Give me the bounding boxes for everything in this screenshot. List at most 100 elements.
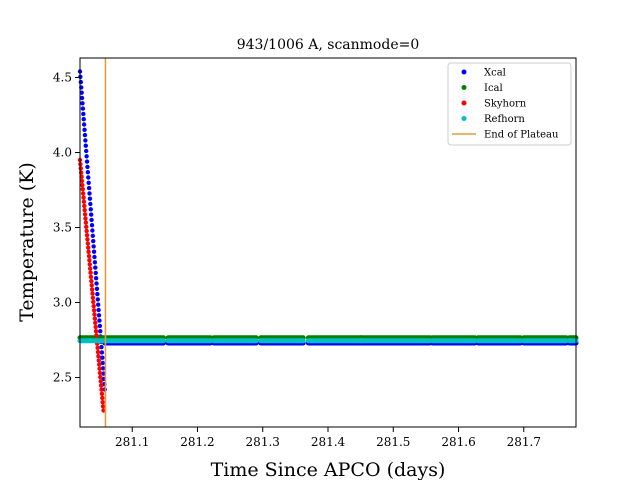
- data-point-skyhorn: [88, 270, 93, 275]
- data-point-xcal: [85, 170, 91, 175]
- data-point-skyhorn: [82, 212, 88, 217]
- data-point-skyhorn: [85, 237, 90, 242]
- data-point-skyhorn: [100, 404, 106, 409]
- data-point-skyhorn: [80, 187, 85, 192]
- data-point-xcal: [80, 101, 85, 106]
- data-point-xcal: [88, 207, 93, 212]
- data-point-skyhorn: [87, 262, 92, 267]
- data-point-skyhorn: [84, 232, 90, 238]
- data-point-skyhorn: [91, 299, 96, 305]
- data-point-xcal: [91, 249, 97, 254]
- data-point-skyhorn: [89, 283, 94, 288]
- data-point-skyhorn: [97, 366, 102, 371]
- data-point-skyhorn: [97, 370, 103, 376]
- data-point-skyhorn: [90, 291, 95, 296]
- data-point-xcal: [84, 148, 89, 154]
- y-tick-label: 3.0: [53, 296, 72, 310]
- y-tick-label: 2.5: [53, 371, 72, 385]
- data-point-xcal: [81, 122, 87, 127]
- legend-marker-refhorn: [461, 116, 467, 121]
- data-point-xcal: [84, 159, 90, 164]
- data-point-xcal: [100, 360, 105, 366]
- x-axis-ticks: 281.1 281.2 281.3 281.4 281.5 281.6 281.7: [115, 427, 541, 449]
- legend-marker-ical: [461, 85, 467, 90]
- data-point-xcal: [86, 180, 91, 185]
- legend-marker-xcal: [461, 69, 467, 75]
- data-point-xcal: [96, 313, 102, 318]
- data-point-xcal: [99, 350, 105, 355]
- data-point-xcal: [93, 276, 99, 281]
- data-point-skyhorn: [91, 303, 96, 309]
- data-point-skyhorn: [92, 316, 98, 321]
- data-point-xcal: [86, 175, 91, 180]
- data-point-skyhorn: [81, 195, 86, 200]
- data-point-xcal: [89, 217, 94, 223]
- data-point-skyhorn: [83, 216, 88, 221]
- data-point-skyhorn: [90, 295, 96, 300]
- data-point-xcal: [79, 90, 84, 95]
- data-point-skyhorn: [80, 191, 86, 196]
- data-point-skyhorn: [86, 245, 91, 250]
- data-point-skyhorn: [98, 383, 104, 388]
- data-point-xcal: [93, 265, 98, 270]
- data-point-xcal: [91, 244, 96, 249]
- data-point-skyhorn: [80, 182, 85, 188]
- data-point-skyhorn: [86, 253, 92, 259]
- x-axis-label: Time Since APCO (days): [211, 459, 446, 480]
- data-point-skyhorn: [99, 387, 104, 392]
- data-point-skyhorn: [84, 224, 89, 229]
- y-tick-label: 3.5: [53, 221, 72, 235]
- legend-label: Xcal: [484, 68, 506, 79]
- legend-label: Ical: [484, 83, 503, 94]
- data-point-xcal: [87, 191, 92, 196]
- data-point-xcal: [82, 127, 87, 132]
- data-point-xcal: [94, 281, 99, 286]
- series-skyhorn: [77, 157, 106, 413]
- legend-box: [447, 62, 572, 146]
- data-point-skyhorn: [96, 354, 101, 359]
- data-point-skyhorn: [91, 308, 97, 313]
- data-point-skyhorn: [87, 258, 92, 263]
- legend-label: End of Plateau: [484, 130, 559, 141]
- data-point-xcal: [82, 132, 88, 138]
- data-point-xcal: [85, 164, 90, 170]
- data-point-skyhorn: [95, 349, 101, 355]
- data-point-skyhorn: [87, 266, 93, 271]
- legend-marker-skyhorn: [461, 100, 467, 106]
- data-point-xcal: [91, 238, 96, 244]
- y-axis-label: Temperature (K): [16, 162, 38, 322]
- x-tick-label: 281.6: [441, 435, 475, 449]
- data-point-skyhorn: [101, 408, 106, 413]
- data-point-skyhorn: [96, 358, 102, 363]
- data-point-xcal: [79, 95, 85, 101]
- data-point-xcal: [87, 196, 93, 201]
- data-point-xcal: [92, 260, 98, 265]
- data-point-skyhorn: [83, 220, 89, 225]
- data-point-xcal: [80, 106, 86, 111]
- legend-label: Refhorn: [484, 114, 525, 125]
- data-point-xcal: [97, 323, 103, 329]
- data-point-xcal: [89, 223, 95, 228]
- legend-label: Skyhorn: [484, 99, 527, 110]
- data-point-skyhorn: [96, 362, 102, 367]
- data-point-skyhorn: [94, 333, 99, 338]
- data-point-skyhorn: [78, 166, 83, 171]
- data-point-xcal: [94, 286, 100, 291]
- data-point-xcal: [81, 111, 86, 117]
- data-point-skyhorn: [81, 199, 87, 204]
- series-layer: [77, 69, 579, 413]
- data-point-xcal: [78, 79, 84, 85]
- data-point-skyhorn: [82, 207, 87, 213]
- data-point-xcal: [88, 201, 93, 207]
- data-point-skyhorn: [98, 374, 103, 380]
- data-point-skyhorn: [79, 178, 85, 184]
- data-point-xcal: [83, 138, 88, 143]
- data-point-skyhorn: [85, 241, 91, 246]
- data-point-xcal: [95, 302, 101, 307]
- x-tick-label: 281.7: [507, 435, 541, 449]
- legend: Xcal Ical Skyhorn Refhorn End of Plateau: [447, 62, 572, 146]
- x-tick-label: 281.1: [115, 435, 149, 449]
- data-point-skyhorn: [93, 324, 98, 330]
- data-point-skyhorn: [86, 249, 91, 255]
- data-point-skyhorn: [100, 399, 105, 405]
